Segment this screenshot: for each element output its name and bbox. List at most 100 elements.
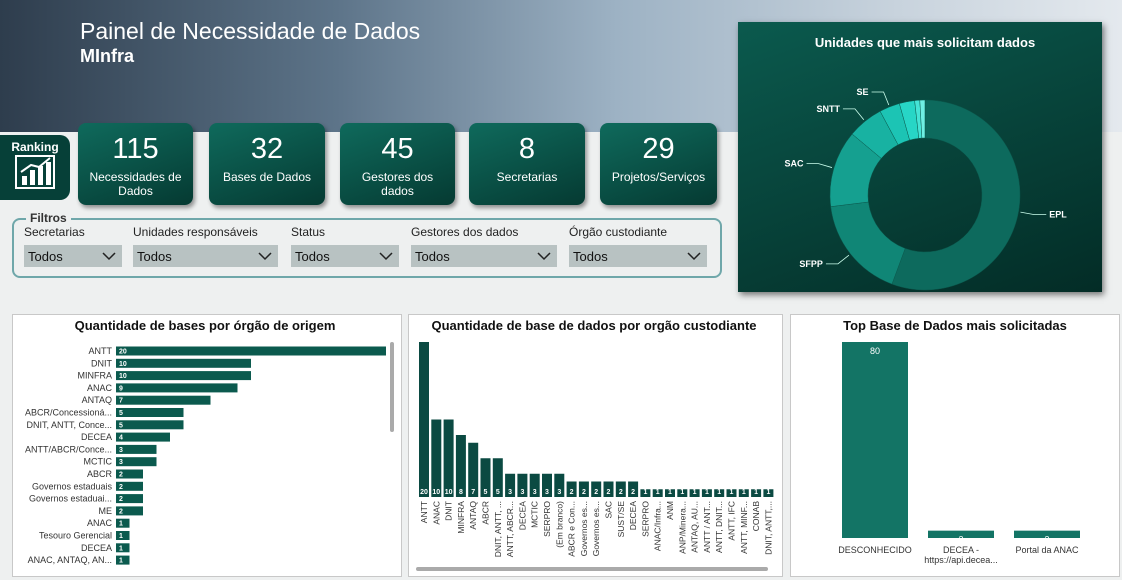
donut-slice	[891, 99, 1021, 291]
filter-label: Órgão custodiante	[569, 225, 668, 239]
kpi-value: 8	[518, 133, 536, 165]
leader-line	[825, 254, 850, 265]
bar	[751, 489, 762, 497]
data-label: 5	[119, 410, 123, 417]
filter-dropdown[interactable]: Todos	[133, 245, 278, 267]
bar	[726, 489, 737, 497]
bar	[763, 489, 774, 497]
y-tick-label: DNIT, ANTT, Conce...	[26, 420, 112, 430]
slice-label: SE	[857, 87, 869, 97]
x-tick-label: Governos es...	[591, 501, 601, 556]
bar-chart: Top Base de Dados mais solicitadas 80 3 3	[842, 318, 1080, 545]
bar	[116, 506, 143, 516]
data-label: 1	[705, 489, 709, 496]
data-label: 1	[656, 489, 660, 496]
kpi-card: 45 Gestores dos dados	[340, 123, 455, 205]
scrollbar	[390, 342, 394, 432]
data-label: 5	[496, 489, 500, 496]
x-tick-label: ANTT / ANT...	[702, 501, 712, 553]
y-tick-label: ANAC	[87, 518, 113, 528]
data-label: 1	[766, 489, 770, 496]
kpi-card: 115 Necessidades de Dados	[78, 123, 193, 205]
x-tick-label: (Em branco)	[554, 501, 564, 548]
donut-chart: Unidades que mais solicitam dados EPL SFPP…	[785, 35, 1067, 291]
x-tick-label: CONAB	[751, 501, 761, 532]
ranking-button[interactable]: Ranking	[0, 135, 70, 200]
x-tick-label: ANTT, MINF...	[739, 501, 749, 554]
filter-dropdown[interactable]: Todos	[411, 245, 557, 267]
x-tick-label: MINFRA	[456, 501, 466, 534]
slice-label: SAC	[785, 159, 805, 169]
x-tick-label: DNIT, ANTT, ...	[493, 501, 503, 557]
data-label: 1	[119, 545, 123, 552]
x-tick-label: ANTT, ABCR...	[505, 501, 515, 557]
bar	[116, 543, 130, 553]
bar	[116, 531, 130, 540]
x-tick-label: SERPRO	[542, 501, 552, 537]
bar	[116, 408, 184, 417]
data-label: 1	[119, 558, 123, 565]
data-label: 3	[958, 535, 963, 545]
data-label: 2	[119, 484, 123, 491]
data-label: 1	[668, 489, 672, 496]
kpi-card: 8 Secretarias	[469, 123, 585, 205]
filter-box	[12, 218, 722, 278]
data-label: 5	[484, 489, 488, 496]
filter-dropdown[interactable]: Todos	[24, 245, 122, 267]
bar	[529, 473, 540, 497]
y-tick-label: ME	[99, 506, 113, 516]
chevron	[102, 252, 116, 261]
chevron	[687, 252, 701, 261]
bar	[603, 481, 614, 497]
x-tick-label: ABCR e Con...	[567, 501, 577, 557]
data-label: 3	[1044, 535, 1049, 545]
x-tick-label: ANTAQ, AU...	[690, 501, 700, 553]
y-tick-label: MINFRA	[78, 371, 113, 381]
bar	[116, 444, 157, 454]
page-title: Painel de Necessidade de Dados	[80, 18, 421, 44]
x-tick-label: ANTT, IFC	[727, 501, 737, 541]
slice-label: SNTT	[816, 104, 840, 114]
bar	[116, 358, 251, 368]
leader-line	[1020, 211, 1047, 216]
bar	[116, 469, 143, 479]
bar	[480, 458, 491, 497]
filter-value: Todos	[415, 249, 450, 264]
filter-label: Secretarias	[24, 225, 85, 239]
bar	[116, 371, 251, 381]
data-label: 10	[445, 489, 453, 496]
chevron	[258, 252, 272, 261]
x-tick-label: ANM	[665, 501, 675, 520]
filter-dropdown[interactable]: Todos	[291, 245, 399, 267]
kpi-label: Bases de Dados	[222, 170, 312, 184]
bar	[116, 457, 157, 467]
y-tick-label: DECEA	[81, 543, 112, 553]
bar	[738, 489, 749, 497]
x-tick-label: ANTT	[419, 501, 429, 523]
x-tick-label: Portal da ANAC	[1015, 545, 1079, 555]
data-label: 7	[471, 489, 475, 496]
bar	[468, 442, 479, 497]
ranking-icon	[15, 155, 55, 189]
leader-line	[806, 163, 833, 168]
y-tick-label: DECEA	[81, 432, 112, 442]
data-label: 3	[557, 489, 561, 496]
bar-chart: Quantidade de base de dados por orgão cu…	[416, 318, 774, 571]
bar	[652, 489, 663, 497]
filter-title: Filtros	[26, 211, 71, 225]
bar	[116, 494, 143, 504]
data-label: 1	[717, 489, 721, 496]
y-tick-label: ABCR	[87, 469, 113, 479]
x-tick-label: DECEA - https://api.decea...	[924, 545, 998, 565]
bar	[116, 395, 211, 405]
kpi-label: Secretarias	[496, 170, 558, 184]
filter-value: Todos	[573, 249, 608, 264]
filter-label: Status	[291, 225, 326, 239]
data-label: 1	[680, 489, 684, 496]
donut-slice	[830, 201, 906, 285]
data-label: 10	[432, 489, 440, 496]
filter-dropdown[interactable]: Todos	[569, 245, 707, 267]
data-label: 3	[119, 459, 123, 466]
bar	[842, 342, 908, 538]
